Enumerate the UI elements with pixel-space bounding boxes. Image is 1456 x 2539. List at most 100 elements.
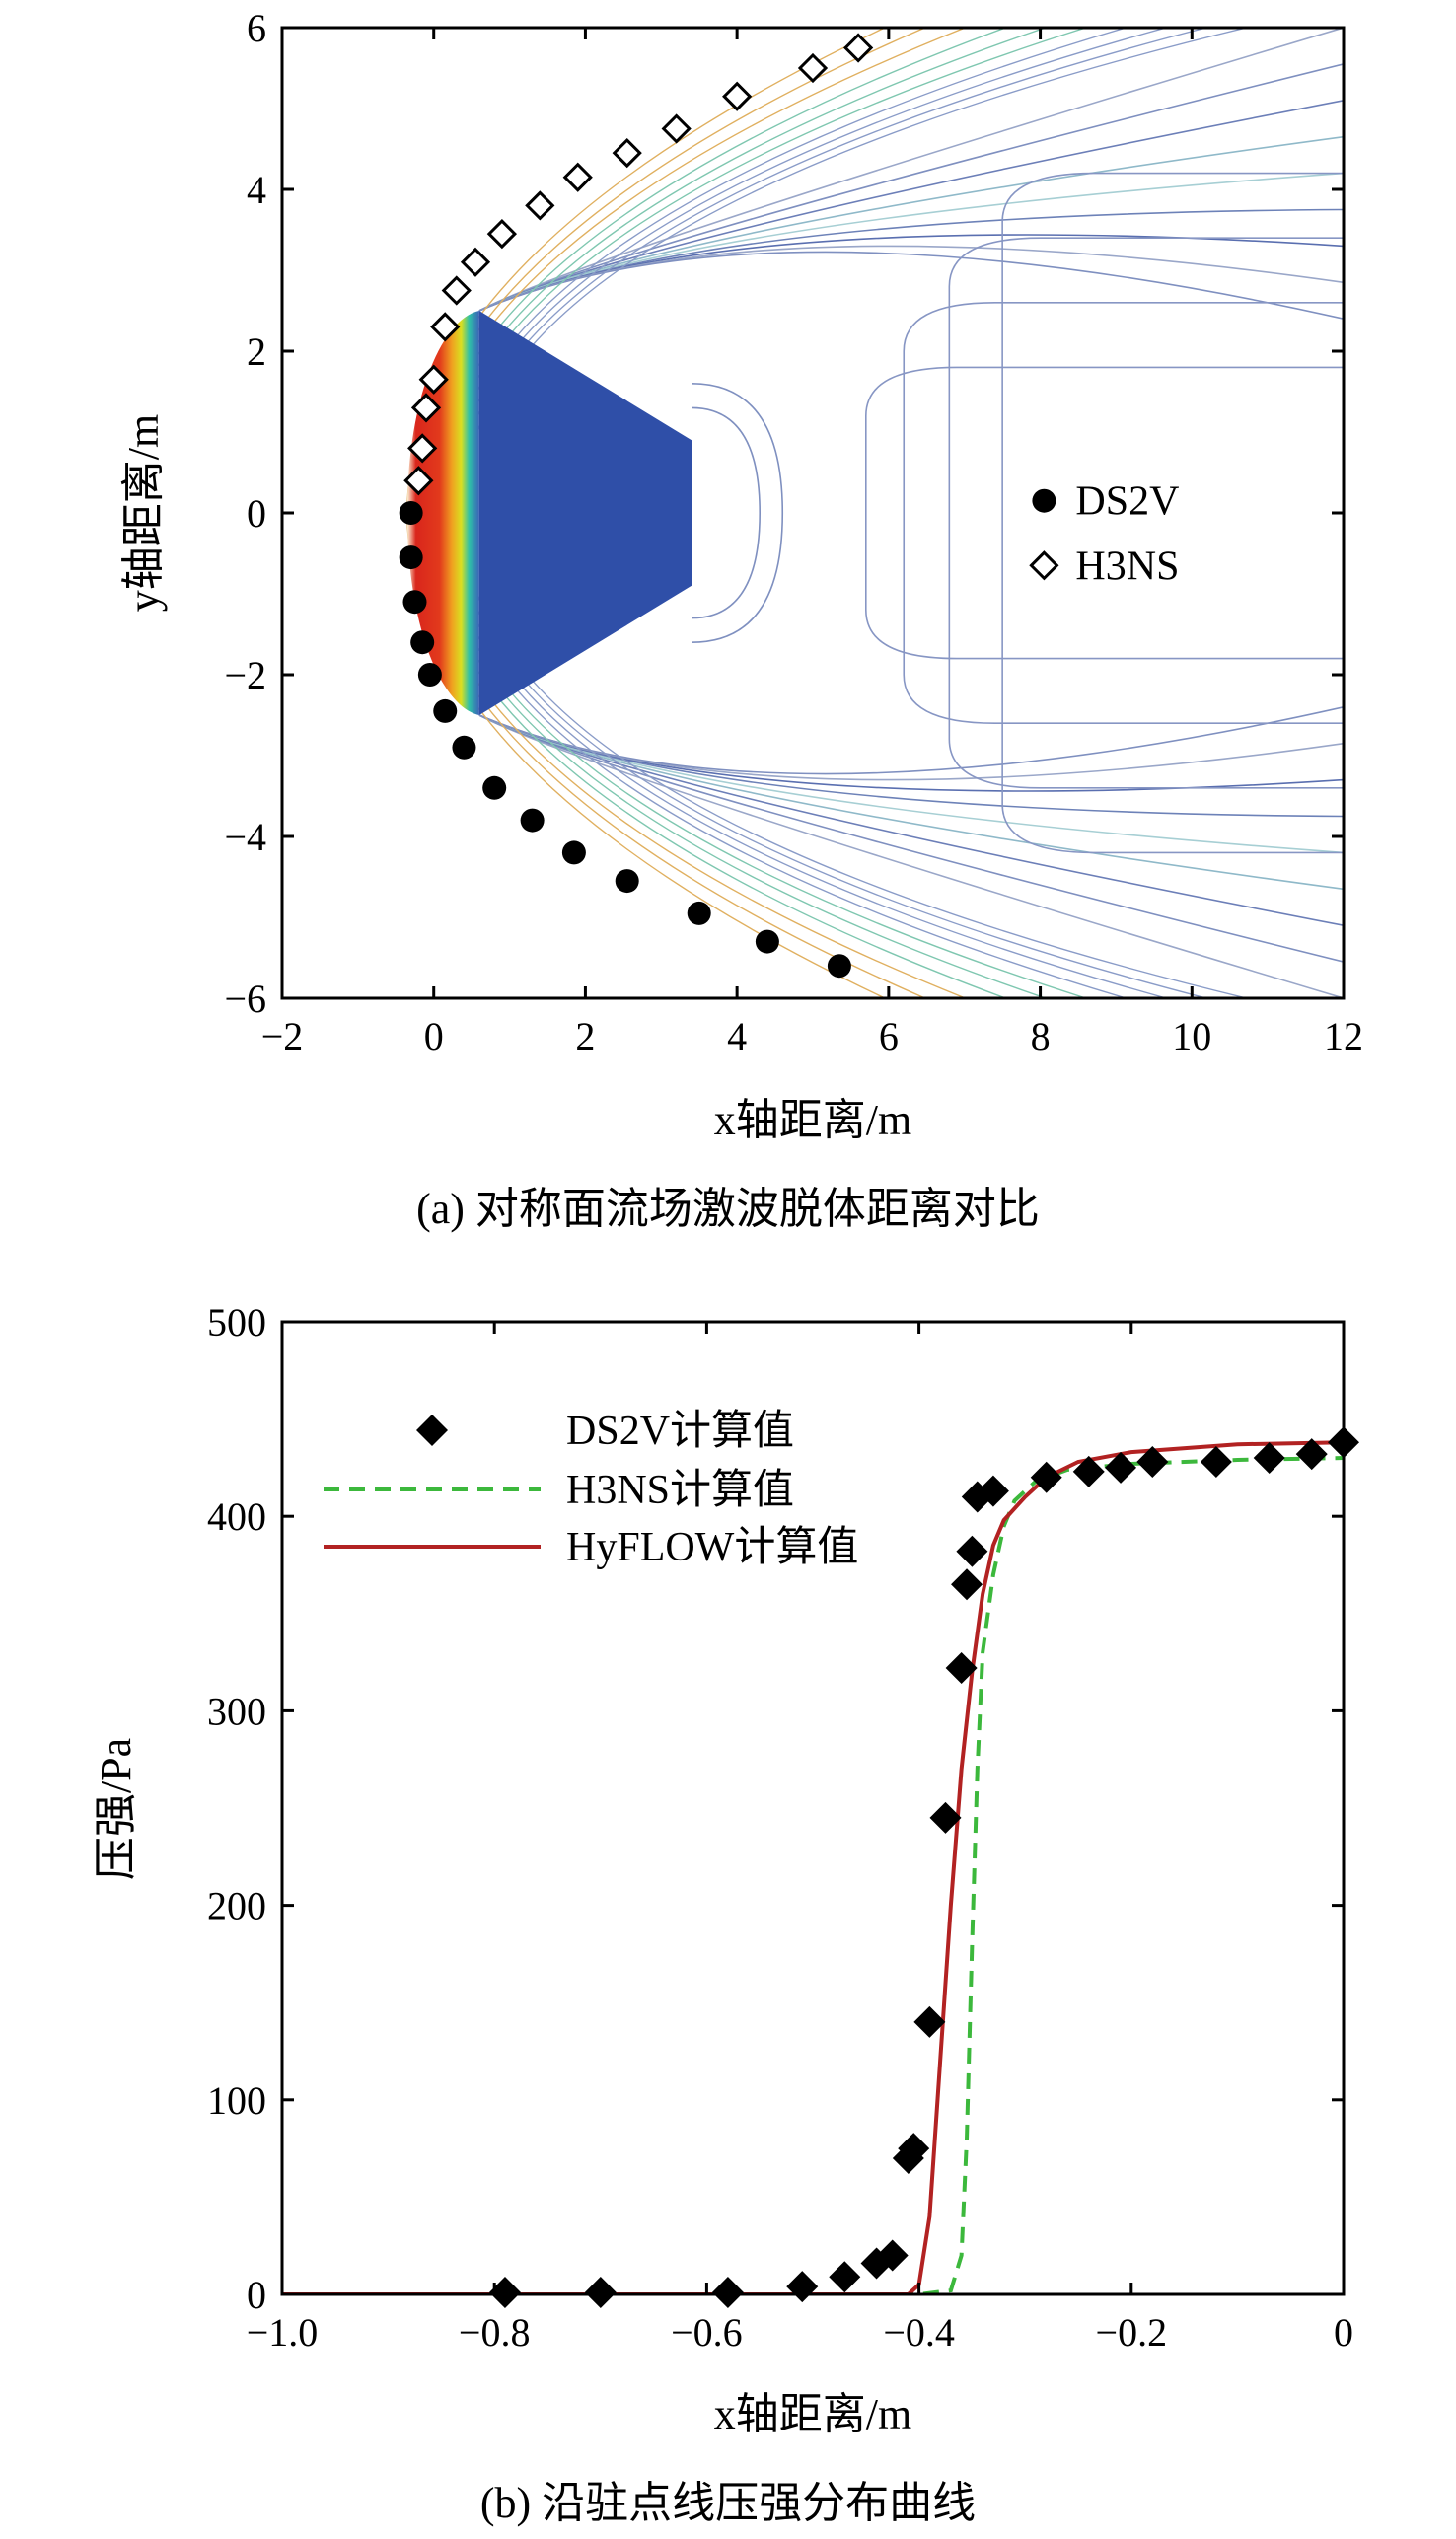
plot-area-b: [282, 1440, 1344, 2294]
x-axis-label-b: x轴距离/m: [714, 2390, 911, 2438]
ds2v-point: [561, 840, 586, 865]
legend-label-a: DS2V: [1075, 479, 1179, 525]
x-tick-label-a: 12: [1324, 1014, 1363, 1058]
h3ns-point: [562, 162, 593, 192]
ds2v-point: [711, 2277, 744, 2309]
ds2v-point: [755, 929, 779, 954]
ds2v-point: [452, 735, 476, 760]
ds2v-point: [433, 698, 458, 723]
ds2v-point: [945, 1652, 978, 1685]
recirculation-contour: [692, 406, 762, 619]
contour-line: [478, 714, 1344, 818]
contour-line: [478, 245, 1344, 312]
legend-marker: [1029, 550, 1059, 581]
legend-marker: [416, 1415, 448, 1446]
ds2v-point: [1072, 1455, 1105, 1487]
x-tick-label-a: 10: [1172, 1014, 1211, 1058]
ds2v-point: [687, 901, 711, 925]
y-axis-label-a: y轴距离/m: [119, 414, 168, 612]
ds2v-point: [1030, 1461, 1062, 1493]
y-tick-label-a: 2: [247, 329, 266, 374]
y-tick-label-b: 300: [207, 1689, 266, 1733]
legend-marker: [1032, 488, 1056, 513]
ds2v-point: [488, 2277, 521, 2309]
contour-line: [478, 28, 1344, 312]
h3ns-point: [661, 113, 692, 144]
ds2v-point: [417, 663, 442, 687]
caption-a: (a) 对称面流场激波脱体距离对比: [416, 1185, 1040, 1233]
vehicle-body: [478, 311, 692, 715]
h3ns-line: [282, 1456, 1344, 2294]
y-tick-label-a: −4: [224, 815, 266, 859]
contour-line: [478, 251, 1344, 320]
h3ns-point: [525, 190, 555, 221]
ds2v-point: [1105, 1451, 1137, 1484]
ds2v-point: [1253, 1442, 1285, 1475]
x-tick-label-a: 2: [575, 1014, 595, 1058]
y-tick-label-a: 4: [247, 168, 266, 212]
ds2v-point: [402, 590, 427, 615]
ds2v-point: [1200, 1445, 1232, 1478]
y-axis-label-b: 压强/Pa: [92, 1738, 140, 1880]
y-tick-label-b: 0: [247, 2273, 266, 2317]
h3ns-point: [722, 81, 753, 111]
ds2v-point: [951, 1568, 983, 1601]
x-tick-label-b: 0: [1334, 2310, 1353, 2355]
ds2v-point: [615, 869, 639, 894]
wake-contour: [865, 366, 1344, 660]
x-tick-label-b: −0.4: [883, 2310, 955, 2355]
ds2v-point: [876, 2239, 909, 2272]
wake-contour: [948, 237, 1344, 789]
chart-a: −2 0 2 4 6 8 10 12 −6 −4 −2 0 2 4 6 DS2V H3NS x轴距离/m y轴…: [119, 6, 1363, 1233]
plot-frame-b: [280, 1320, 1346, 2296]
h3ns-point: [410, 393, 442, 423]
legend-item-b: H3NS计算值: [324, 1468, 794, 1513]
y-tick-label-b: 200: [207, 1884, 266, 1928]
contour-line: [478, 714, 1344, 781]
h3ns-point: [418, 364, 449, 395]
h3ns-point: [460, 247, 491, 277]
h3ns-point: [403, 466, 434, 496]
contour-line: [478, 135, 1344, 312]
ds2v-point: [482, 775, 507, 800]
legend-item-a: DS2V: [1032, 479, 1179, 525]
ds2v-point: [956, 1535, 988, 1567]
x-tick-label-b: −1.0: [247, 2310, 319, 2355]
y-tick-label-a: 0: [247, 491, 266, 536]
legend-label-b: DS2V计算值: [566, 1409, 794, 1454]
hyflow-line: [282, 1440, 1344, 2294]
contour-line: [478, 714, 1344, 963]
x-axis-label-a: x轴距离/m: [714, 1096, 911, 1144]
ds2v-point: [584, 2277, 617, 2309]
h3ns-point: [407, 433, 438, 464]
contour-field: [406, 28, 1344, 998]
wake-contour: [1001, 172, 1344, 854]
x-tick-label-a: −2: [261, 1014, 304, 1058]
contour-line: [478, 714, 1344, 854]
caption-b: (b) 沿驻点线压强分布曲线: [480, 2479, 976, 2527]
contour-line: [478, 714, 1344, 998]
x-tick-label-a: 6: [879, 1014, 899, 1058]
ds2v-point: [898, 2133, 930, 2165]
h3ns-point: [612, 137, 642, 169]
contour-line: [478, 63, 1344, 312]
contour-line: [478, 714, 1344, 891]
legend-item-b: HyFLOW计算值: [324, 1525, 858, 1570]
x-tick-label-a: 4: [727, 1014, 747, 1058]
ds2v-point: [786, 2271, 819, 2303]
recirculation-contour: [692, 383, 784, 643]
y-tick-label-b: 400: [207, 1494, 266, 1539]
legend-item-b: DS2V计算值: [416, 1409, 794, 1454]
legend-label-b: H3NS计算值: [566, 1468, 794, 1513]
contour-line: [478, 208, 1344, 312]
y-tick-label-b: 500: [207, 1300, 266, 1344]
ds2v-point: [929, 1801, 962, 1834]
ds2v-point: [829, 2261, 861, 2293]
x-tick-label-b: −0.8: [459, 2310, 531, 2355]
contour-line: [478, 172, 1344, 312]
ds2v-point: [399, 545, 423, 570]
h3ns-point: [486, 218, 518, 250]
h3ns-point: [797, 52, 829, 84]
x-tick-label-a: 8: [1031, 1014, 1051, 1058]
ds2v-point: [977, 1475, 1009, 1507]
